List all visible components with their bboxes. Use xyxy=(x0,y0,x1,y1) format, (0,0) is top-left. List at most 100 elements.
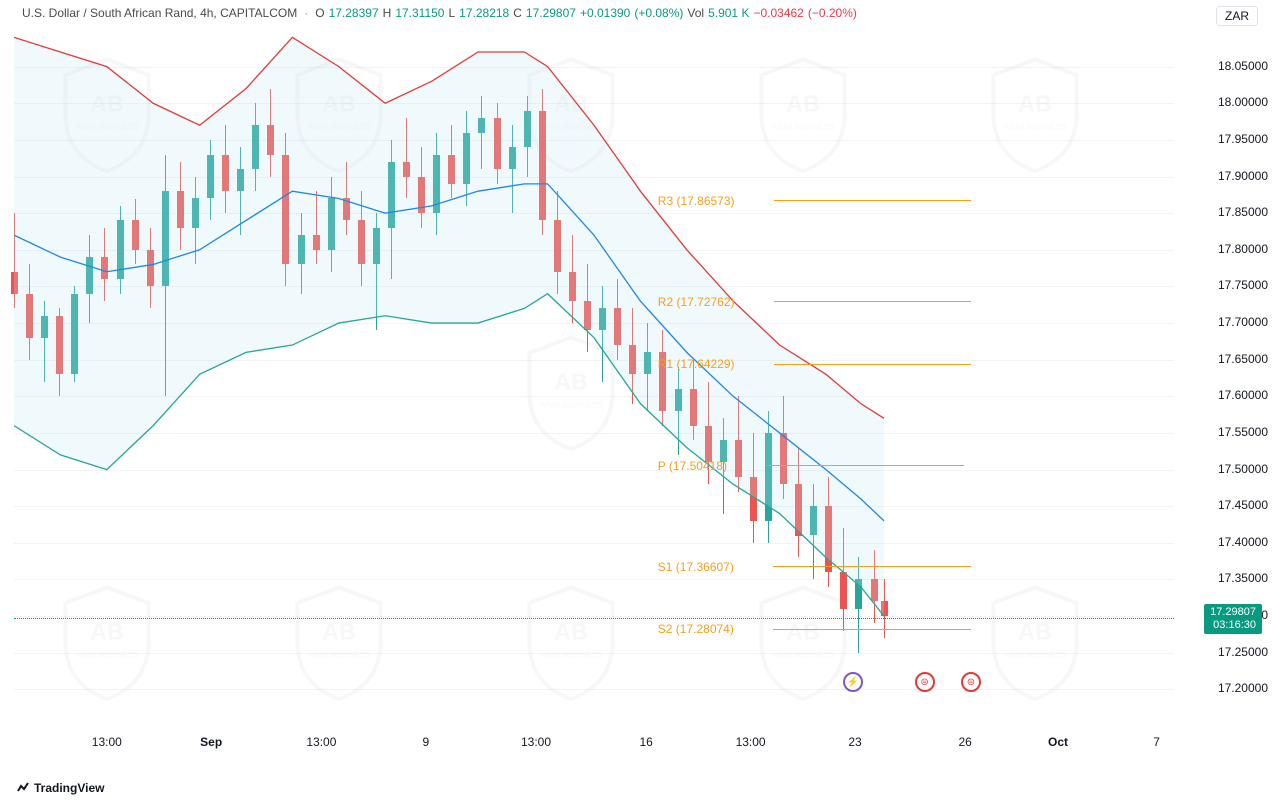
candlestick[interactable] xyxy=(162,155,169,397)
tradingview-icon xyxy=(16,781,30,795)
watermark-icon: ABARAB BUSINESS xyxy=(491,577,651,707)
candlestick[interactable] xyxy=(644,323,651,411)
pivot-label: R1 (17.64229) xyxy=(658,357,735,371)
candlestick[interactable] xyxy=(629,308,636,403)
x-tick-label: 16 xyxy=(640,735,653,749)
candlestick[interactable] xyxy=(524,96,531,177)
svg-text:AB: AB xyxy=(1018,619,1052,645)
y-axis[interactable]: 18.0500018.0000017.9500017.9000017.85000… xyxy=(1174,30,1268,726)
svg-text:AB: AB xyxy=(554,619,588,645)
y-tick-label: 17.95000 xyxy=(1188,132,1268,146)
candlestick[interactable] xyxy=(56,308,63,396)
candlestick[interactable] xyxy=(599,286,606,381)
candlestick[interactable] xyxy=(282,133,289,287)
y-gridline xyxy=(14,140,1174,141)
candlestick[interactable] xyxy=(780,396,787,499)
pivot-label: R3 (17.86573) xyxy=(658,194,735,208)
y-gridline xyxy=(14,286,1174,287)
y-tick-label: 17.40000 xyxy=(1188,535,1268,549)
indicator-pct: (−0.20%) xyxy=(808,6,857,20)
y-tick-label: 17.75000 xyxy=(1188,278,1268,292)
candlestick[interactable] xyxy=(71,286,78,381)
candlestick[interactable] xyxy=(222,125,229,213)
candlestick[interactable] xyxy=(373,213,380,330)
candlestick[interactable] xyxy=(569,235,576,323)
chart-plot[interactable]: ABARAB BUSINESSABARAB BUSINESSABARAB BUS… xyxy=(14,30,1174,726)
candlestick[interactable] xyxy=(433,133,440,236)
y-tick-label: 17.70000 xyxy=(1188,315,1268,329)
event-icon[interactable]: ⊜ xyxy=(961,672,981,692)
y-tick-label: 18.00000 xyxy=(1188,95,1268,109)
watermark-icon: ABARAB BUSINESS xyxy=(259,577,419,707)
candlestick[interactable] xyxy=(403,118,410,199)
candlestick[interactable] xyxy=(418,147,425,228)
candlestick[interactable] xyxy=(765,411,772,543)
candlestick[interactable] xyxy=(735,396,742,491)
candlestick[interactable] xyxy=(840,528,847,631)
y-gridline xyxy=(14,506,1174,507)
x-tick-label: 13:00 xyxy=(736,735,766,749)
svg-text:ARAB BUSINESS: ARAB BUSINESS xyxy=(539,401,602,410)
symbol-label[interactable]: U.S. Dollar / South African Rand, 4h, CA… xyxy=(22,6,297,20)
event-icon[interactable]: ⚡ xyxy=(843,672,863,692)
x-tick-label: 13:00 xyxy=(521,735,551,749)
candlestick[interactable] xyxy=(177,162,184,250)
candlestick[interactable] xyxy=(343,162,350,235)
candlestick[interactable] xyxy=(750,433,757,543)
candlestick[interactable] xyxy=(494,103,501,184)
y-tick-label: 17.65000 xyxy=(1188,352,1268,366)
candlestick[interactable] xyxy=(86,235,93,323)
x-tick-label: Sep xyxy=(200,735,222,749)
candlestick[interactable] xyxy=(358,191,365,286)
y-gridline xyxy=(14,543,1174,544)
y-tick-label: 17.20000 xyxy=(1188,681,1268,695)
candlestick[interactable] xyxy=(675,367,682,455)
svg-text:ARAB BUSINESS: ARAB BUSINESS xyxy=(539,122,602,131)
candlestick[interactable] xyxy=(117,206,124,294)
svg-text:ARAB BUSINESS: ARAB BUSINESS xyxy=(1003,122,1066,131)
candlestick[interactable] xyxy=(313,191,320,264)
candlestick[interactable] xyxy=(207,140,214,221)
current-price-line xyxy=(14,618,1174,619)
candlestick[interactable] xyxy=(614,279,621,360)
candlestick[interactable] xyxy=(659,330,666,425)
y-tick-label: 17.85000 xyxy=(1188,205,1268,219)
candlestick[interactable] xyxy=(26,264,33,359)
pivot-level: R2 (17.72762) xyxy=(658,295,972,309)
y-gridline xyxy=(14,213,1174,214)
candlestick[interactable] xyxy=(539,89,546,236)
candlestick[interactable] xyxy=(132,199,139,265)
y-tick-label: 18.05000 xyxy=(1188,59,1268,73)
pivot-label: P (17.50418) xyxy=(658,459,727,473)
candlestick[interactable] xyxy=(267,89,274,177)
ohlc-low: 17.28218 xyxy=(459,6,509,20)
candlestick[interactable] xyxy=(41,301,48,382)
candlestick[interactable] xyxy=(690,360,697,441)
indicator-change: −0.03462 xyxy=(753,6,803,20)
candlestick[interactable] xyxy=(388,140,395,279)
currency-label[interactable]: ZAR xyxy=(1216,6,1258,26)
y-tick-label: 17.80000 xyxy=(1188,242,1268,256)
candlestick[interactable] xyxy=(252,103,259,191)
y-gridline xyxy=(14,433,1174,434)
y-gridline xyxy=(14,360,1174,361)
candlestick[interactable] xyxy=(192,177,199,265)
candlestick[interactable] xyxy=(298,213,305,294)
candlestick[interactable] xyxy=(237,147,244,235)
event-icon[interactable]: ⊜ xyxy=(915,672,935,692)
candlestick[interactable] xyxy=(463,111,470,206)
candlestick[interactable] xyxy=(554,191,561,294)
candlestick[interactable] xyxy=(101,228,108,301)
volume-label: Vol xyxy=(687,6,704,20)
candlestick[interactable] xyxy=(147,228,154,309)
attribution[interactable]: TradingView xyxy=(16,781,104,795)
candlestick[interactable] xyxy=(328,177,335,272)
candlestick[interactable] xyxy=(509,125,516,213)
candlestick[interactable] xyxy=(478,96,485,169)
candlestick[interactable] xyxy=(11,213,18,308)
x-axis[interactable]: 13:00Sep13:00913:001613:002326Oct7 xyxy=(14,735,1174,755)
y-gridline xyxy=(14,470,1174,471)
candlestick[interactable] xyxy=(448,125,455,198)
ohlc-high: 17.31150 xyxy=(395,6,444,20)
candlestick[interactable] xyxy=(584,264,591,352)
